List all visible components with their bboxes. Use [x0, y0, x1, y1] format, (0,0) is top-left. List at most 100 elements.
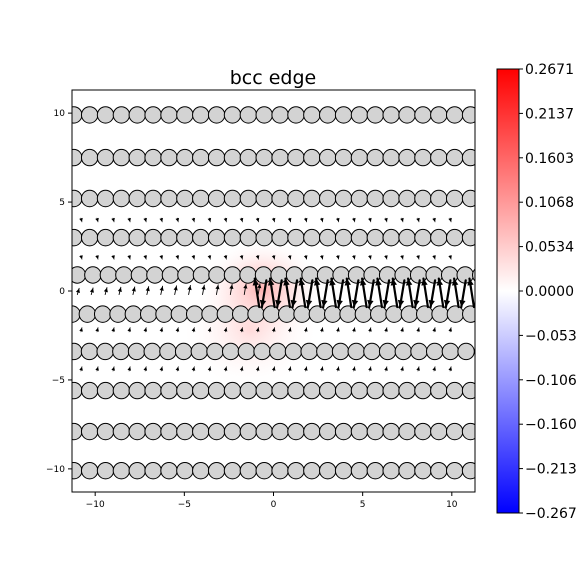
atom-marker: [239, 422, 258, 441]
atom-marker: [192, 148, 210, 167]
atom-marker: [303, 148, 321, 167]
displacement-arrow: [459, 279, 467, 309]
displacement-arrow: [336, 279, 345, 309]
displacement-arrow: [352, 366, 356, 372]
displacement-arrow: [405, 277, 414, 309]
atom-marker: [382, 381, 400, 400]
displacement-arrow: [191, 366, 196, 372]
atom-marker: [239, 461, 258, 480]
atom-marker: [366, 381, 385, 400]
displacement-arrow: [321, 279, 329, 309]
atom-marker: [207, 148, 226, 167]
displacement-arrow: [223, 217, 228, 223]
atom-marker: [72, 422, 83, 441]
atom-marker: [160, 381, 178, 400]
atom-marker: [96, 189, 115, 208]
atom-marker: [239, 228, 258, 247]
atom-marker: [96, 228, 115, 247]
atom-marker: [331, 342, 350, 361]
atom-marker: [176, 148, 194, 167]
displacement-arrow: [223, 327, 228, 333]
displacement-arrow: [416, 217, 420, 223]
atom-marker: [96, 148, 115, 167]
plot-area: −10 −5 0 5 10 −10 −5 0 5 10: [46, 89, 476, 510]
displacement-arrow: [229, 283, 234, 296]
atom-marker: [347, 342, 365, 361]
colorbar-tick-label: −0.267: [525, 506, 576, 522]
atom-marker: [319, 422, 337, 441]
displacement-arrow: [319, 255, 324, 260]
atom-marker: [414, 189, 432, 208]
atom-marker: [176, 106, 194, 124]
atom-marker: [96, 461, 115, 480]
atom-marker: [382, 148, 400, 167]
displacement-arrow: [436, 277, 445, 309]
atom-marker: [127, 342, 146, 361]
atom-marker: [410, 342, 428, 361]
displacement-arrow: [175, 217, 180, 223]
displacement-arrow: [215, 284, 220, 296]
atom-marker: [128, 189, 146, 208]
atom-marker: [207, 461, 226, 480]
atom-marker: [400, 305, 419, 323]
displacement-arrow: [329, 277, 338, 309]
atom-marker: [271, 381, 289, 400]
displacement-arrow: [207, 217, 212, 223]
displacement-arrow: [336, 327, 340, 333]
atom-marker: [239, 106, 258, 124]
atom-marker: [192, 461, 210, 480]
chart-title: bcc edge: [230, 67, 317, 89]
atom-marker: [350, 228, 369, 247]
atom-marker: [398, 106, 416, 124]
atom-marker: [334, 148, 353, 167]
x-axis-ticks: −10 −5 0 5 10: [86, 492, 458, 510]
atom-marker: [269, 342, 287, 361]
displacement-arrow: [239, 217, 244, 223]
atom-marker: [72, 342, 83, 361]
displacement-arrow: [95, 366, 99, 372]
atom-marker: [370, 305, 388, 323]
atom-marker: [93, 305, 112, 323]
atom-marker: [461, 381, 475, 400]
displacement-arrow: [79, 327, 83, 333]
displacement-arrow: [290, 279, 299, 309]
displacement-arrow: [451, 277, 460, 309]
displacement-arrow: [313, 277, 322, 309]
atom-marker: [231, 305, 250, 323]
displacement-arrow: [145, 286, 150, 296]
atom-marker: [414, 106, 432, 124]
atom-marker: [382, 106, 400, 124]
atom-marker: [398, 228, 416, 247]
atom-marker: [366, 461, 385, 480]
atom-marker: [271, 461, 289, 480]
atom-marker: [303, 189, 321, 208]
atom-marker: [461, 228, 475, 247]
atom-marker: [271, 106, 289, 124]
displacement-arrow: [368, 217, 372, 223]
displacement-arrow: [131, 286, 136, 296]
atom-marker: [334, 228, 353, 247]
atom-marker: [262, 305, 281, 323]
displacement-arrow-layer: [75, 217, 475, 372]
atom-marker: [207, 189, 226, 208]
atom-marker: [96, 422, 115, 441]
atom-marker: [287, 381, 305, 400]
displacement-arrow: [159, 285, 164, 296]
displacement-arrow: [352, 255, 356, 260]
atom-marker: [84, 266, 102, 284]
atom-marker: [177, 266, 195, 284]
atom-marker: [223, 228, 242, 247]
colorbar-tick-label: 0.2137: [525, 106, 574, 122]
atom-marker: [112, 106, 131, 124]
atom-marker: [366, 422, 385, 441]
colorbar-tick-label: 0.0534: [525, 240, 574, 256]
displacement-arrow: [384, 255, 388, 260]
atom-marker: [414, 461, 432, 480]
displacement-arrow: [319, 217, 324, 223]
displacement-arrow: [336, 217, 340, 223]
atom-marker: [96, 342, 114, 361]
displacement-arrow: [352, 327, 356, 333]
displacement-arrow: [416, 366, 420, 372]
atom-marker: [461, 148, 475, 167]
displacement-arrow: [390, 277, 399, 309]
